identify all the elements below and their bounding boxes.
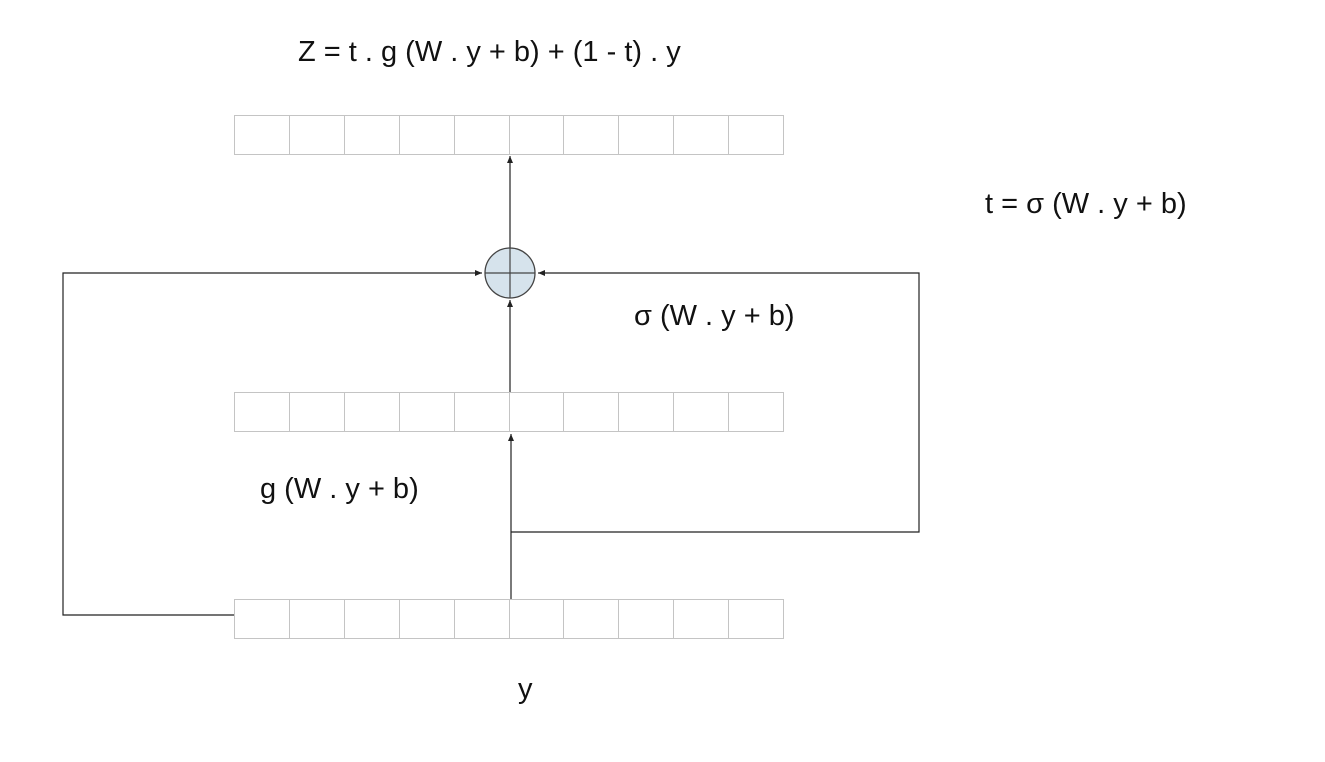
vector-cell	[453, 115, 510, 155]
vector-cell	[234, 392, 290, 432]
output-vector	[234, 115, 785, 155]
gate-equation: t = σ (W . y + b)	[985, 188, 1187, 220]
vector-cell	[563, 392, 620, 432]
vector-cell	[673, 599, 730, 639]
vector-cell	[453, 599, 510, 639]
vector-cell	[453, 392, 510, 432]
output-equation: Z = t . g (W . y + b) + (1 - t) . y	[298, 36, 681, 68]
vector-cell	[398, 392, 455, 432]
vector-cell	[563, 115, 620, 155]
vector-cell	[563, 599, 620, 639]
vector-cell	[618, 392, 675, 432]
vector-cell	[618, 599, 675, 639]
gate-connector	[511, 270, 920, 533]
vector-cell	[398, 599, 455, 639]
vector-cell	[673, 392, 730, 432]
vector-cell	[728, 599, 785, 639]
vector-cell	[288, 115, 345, 155]
vector-cell	[288, 599, 345, 639]
transform-vector	[234, 392, 785, 432]
vector-cell	[673, 115, 730, 155]
input-vector	[234, 599, 785, 639]
vector-cell	[343, 115, 400, 155]
transform-branch-label: g (W . y + b)	[260, 473, 419, 505]
vector-cell	[234, 599, 290, 639]
combine-node-plus-icon	[484, 247, 536, 299]
vector-cell	[343, 392, 400, 432]
vector-cell	[508, 599, 565, 639]
vector-cell	[508, 392, 565, 432]
vector-cell	[618, 115, 675, 155]
sigmoid-branch-label: σ (W . y + b)	[634, 300, 795, 332]
vector-cell	[343, 599, 400, 639]
vector-cell	[728, 115, 785, 155]
vector-cell	[728, 392, 785, 432]
vector-cell	[288, 392, 345, 432]
input-label: y	[518, 673, 533, 705]
vector-cell	[508, 115, 565, 155]
vector-cell	[234, 115, 290, 155]
vector-cell	[398, 115, 455, 155]
carry-connector	[62, 270, 482, 616]
